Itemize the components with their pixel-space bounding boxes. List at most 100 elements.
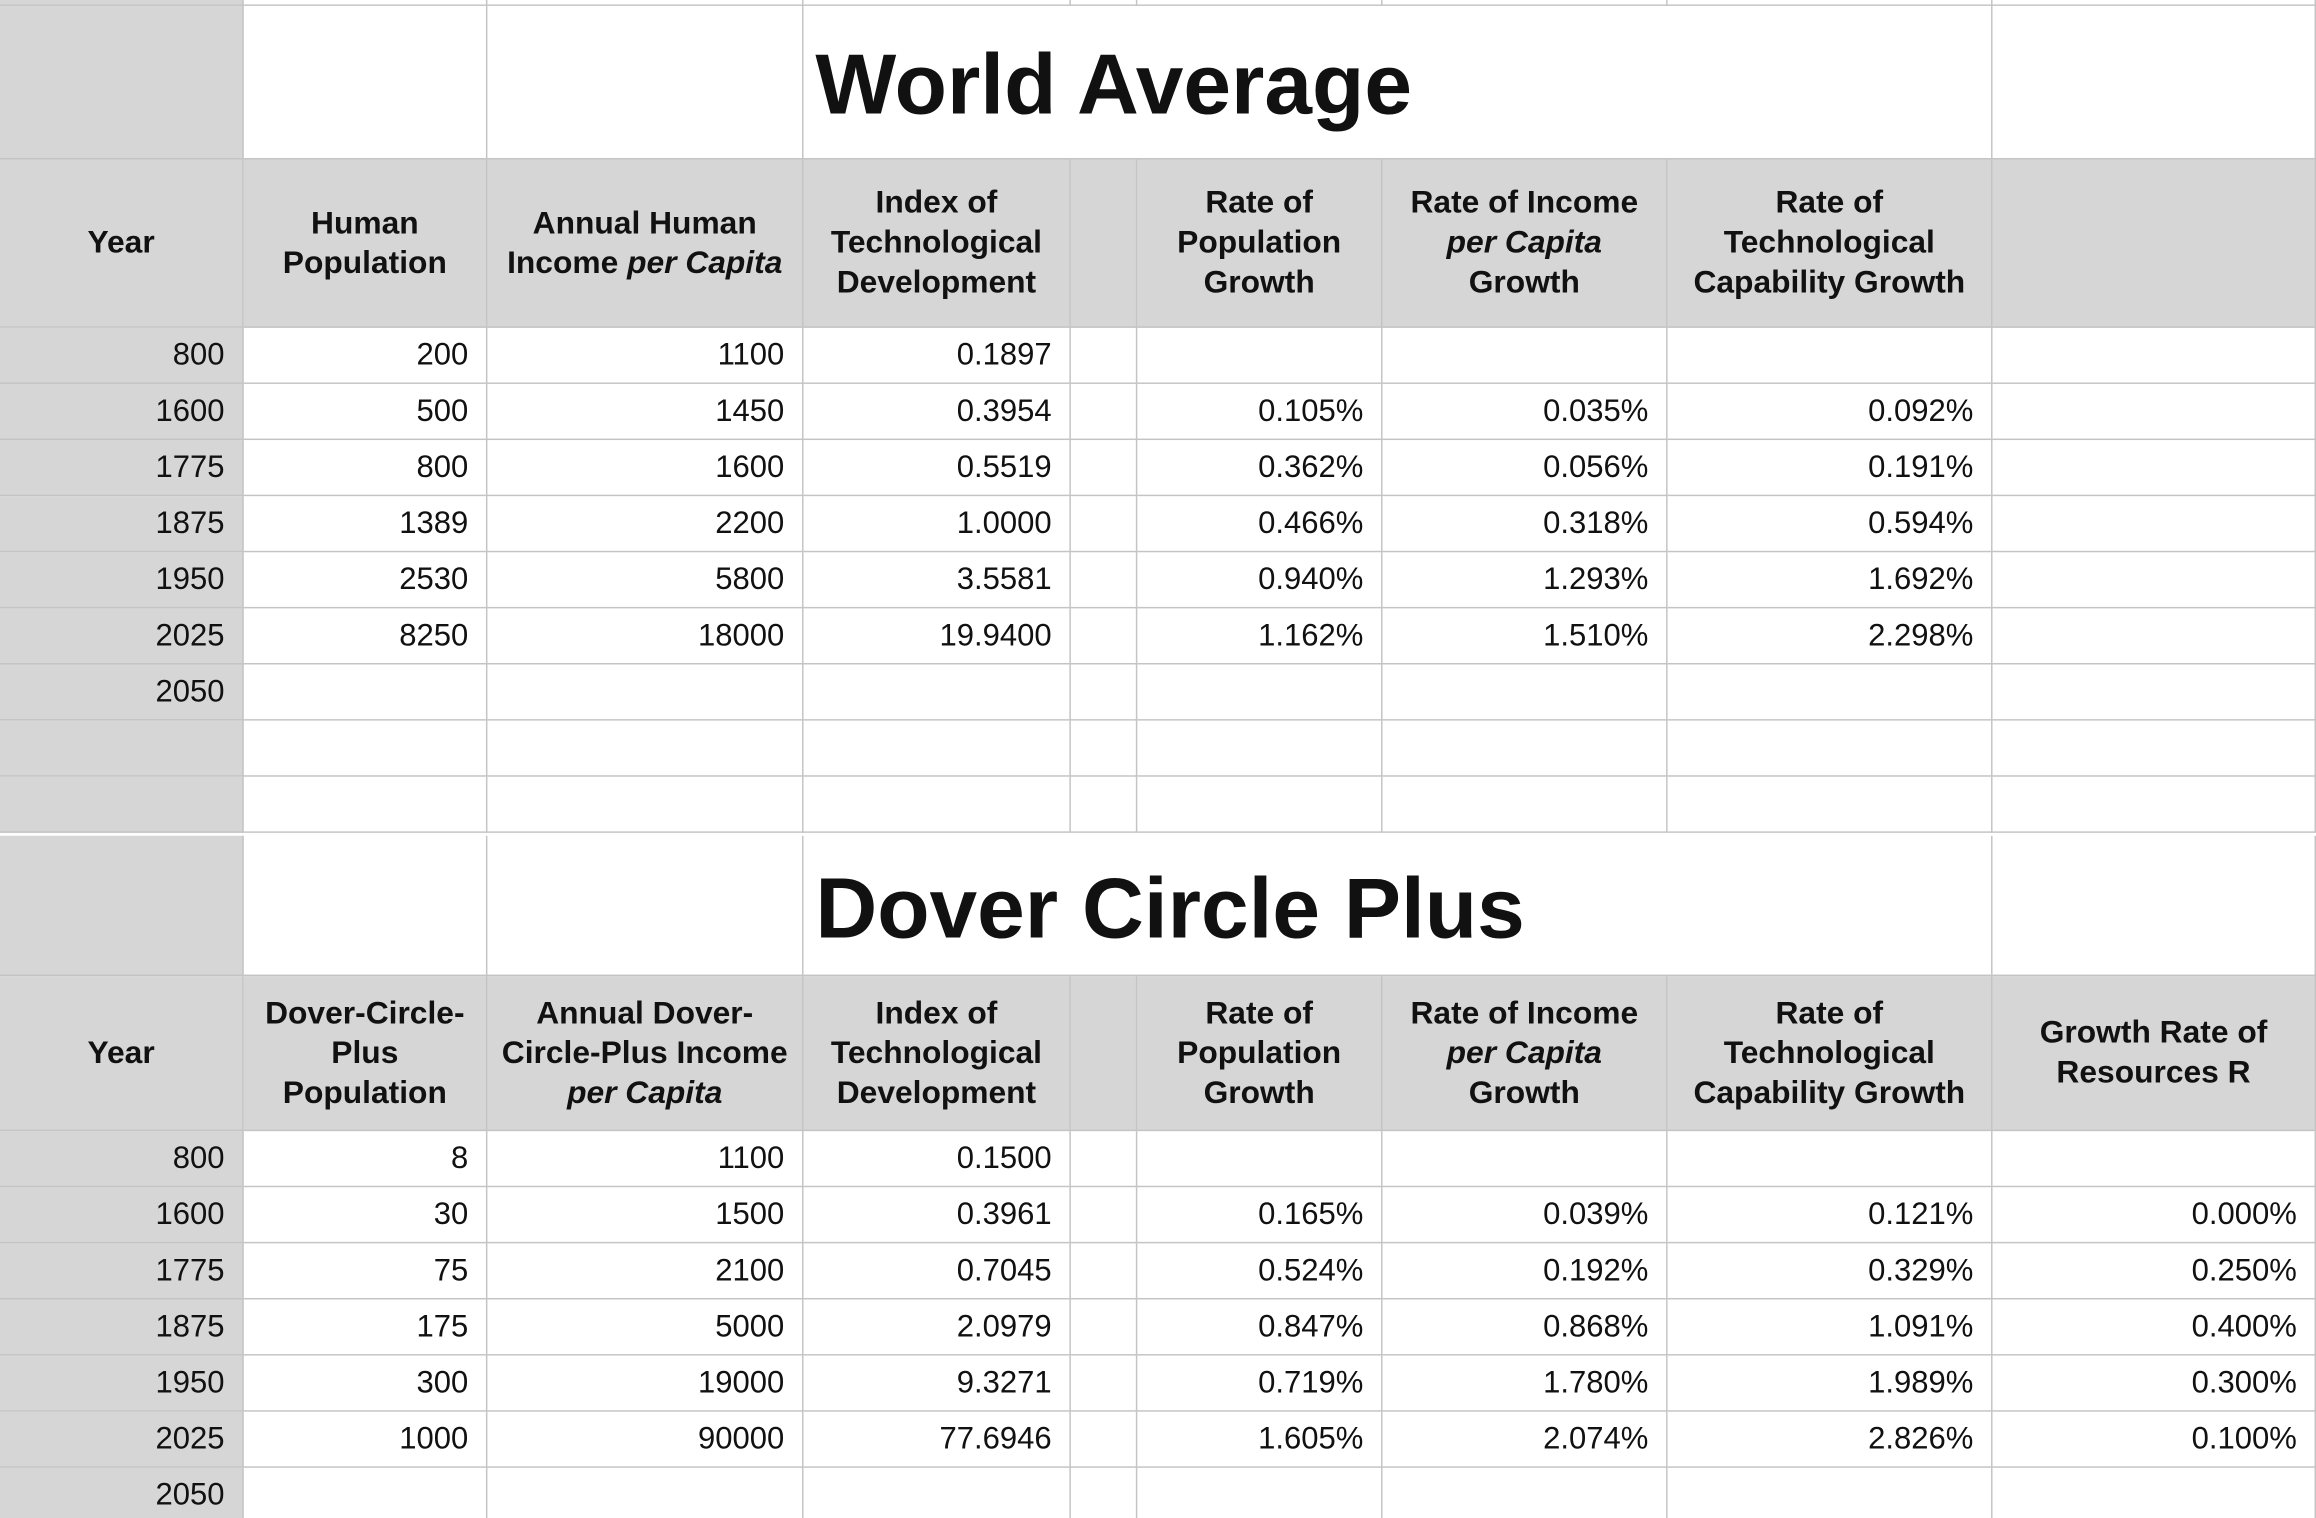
cell: 200: [243, 327, 488, 384]
header-segment: Rate of Income: [1410, 994, 1639, 1030]
cell: 5800: [487, 552, 804, 609]
header-text: Rate of Population Growth: [1146, 183, 1372, 303]
cell: 0.035%: [1382, 383, 1668, 441]
section-title: Dover Circle Plus: [803, 835, 1993, 977]
header-segment: Growth: [1468, 264, 1580, 300]
cell: 0.3961: [803, 1187, 1071, 1244]
cell: [487, 835, 804, 977]
cell: [1383, 1467, 1668, 1518]
column-header: Rate of Population Growth: [1137, 159, 1383, 328]
column-header: Human Population: [243, 159, 488, 328]
cell: 1.162%: [1137, 608, 1383, 665]
header-text: Annual Human Income per Capita: [496, 203, 793, 283]
cell: [1992, 327, 2316, 384]
cell: [1667, 327, 1993, 384]
header-text: Rate of Income per Capita Growth: [1391, 183, 1657, 303]
cell: 1450: [487, 383, 804, 441]
cell: 800: [243, 440, 488, 497]
cell: 18000: [487, 608, 804, 665]
header-text: Rate of Technological Capability Growth: [1676, 183, 1982, 303]
cell: [1382, 1131, 1668, 1188]
cell: 1.692%: [1667, 552, 1993, 609]
row-header: 2050: [0, 664, 244, 721]
cell: 77.6946: [803, 1411, 1071, 1468]
row-header: 2025: [0, 608, 244, 665]
cell: 90000: [487, 1411, 804, 1468]
cell: [0, 0, 244, 6]
column-header: Dover-Circle-Plus Population: [243, 976, 488, 1132]
cell: [1070, 1187, 1138, 1244]
cell: [1070, 496, 1138, 553]
cell: 0.3954: [803, 383, 1071, 441]
cell: 30: [243, 1187, 488, 1244]
cell: [0, 835, 244, 977]
cell: 0.192%: [1382, 1243, 1668, 1300]
column-header: Annual Dover-Circle-Plus Income per Capi…: [487, 976, 804, 1132]
cell: [1382, 664, 1668, 721]
row-header: 1950: [0, 1355, 244, 1412]
cell: 0.719%: [1137, 1355, 1383, 1412]
cell: [1667, 720, 1993, 777]
cell: 500: [243, 383, 488, 441]
cell: 5000: [487, 1299, 804, 1356]
cell: [803, 0, 1071, 6]
cell: [1137, 1131, 1383, 1188]
cell: [1992, 5, 2316, 160]
cell: 0.300%: [1992, 1355, 2316, 1412]
cell: 2530: [243, 552, 488, 609]
cell: 0.400%: [1992, 1299, 2316, 1356]
cell: 0.466%: [1137, 496, 1383, 553]
header-segment: Index of Technological Development: [830, 994, 1043, 1110]
header-text: Year: [88, 223, 155, 263]
cell: [1992, 552, 2316, 609]
cell: 0.1500: [803, 1131, 1071, 1188]
cell: 0.362%: [1137, 440, 1383, 497]
cell: 1.091%: [1667, 1299, 1993, 1356]
cell: [1070, 552, 1138, 609]
cell: 1389: [243, 496, 488, 553]
column-header: [1992, 159, 2316, 328]
cell: 0.5519: [803, 440, 1071, 497]
column-header: Rate of Population Growth: [1137, 976, 1383, 1132]
header-segment: per Capita: [1446, 224, 1602, 260]
row-header: 800: [0, 327, 244, 384]
header-text: Rate of Population Growth: [1146, 993, 1372, 1113]
cell: [803, 720, 1071, 777]
cell: 0.1897: [803, 327, 1071, 384]
column-header: Growth Rate of Resources R: [1992, 976, 2316, 1132]
row-header: 1600: [0, 1187, 244, 1244]
cell: 1.780%: [1382, 1355, 1668, 1412]
header-segment: Index of Technological Development: [830, 184, 1043, 300]
cell: 1.510%: [1382, 608, 1668, 665]
column-header: Rate of Technological Capability Growth: [1667, 159, 1993, 328]
cell: 1100: [487, 327, 804, 384]
row-header: 1775: [0, 440, 244, 497]
cell: [1137, 720, 1383, 777]
row-header: [0, 776, 244, 833]
column-header: Index of Technological Development: [803, 976, 1071, 1132]
cell: 0.7045: [803, 1243, 1071, 1300]
header-segment: Year: [87, 1034, 155, 1070]
cell: 2.074%: [1382, 1411, 1668, 1468]
cell: [1137, 776, 1383, 833]
row-header: 1875: [0, 496, 244, 553]
cell: 8: [243, 1131, 488, 1188]
row-header: 1950: [0, 552, 244, 609]
cell: 75: [243, 1243, 488, 1300]
cell: [487, 5, 804, 160]
cell: [1070, 1299, 1138, 1356]
cell: [804, 1467, 1071, 1518]
cell: [487, 1467, 804, 1518]
cell: [243, 720, 488, 777]
cell: [1382, 0, 1668, 6]
header-segment: Annual Dover-Circle-Plus Income: [501, 994, 788, 1070]
header-segment: per Capita: [627, 244, 783, 280]
header-segment: Dover-Circle-Plus Population: [265, 994, 465, 1110]
cell: 19.9400: [803, 608, 1071, 665]
cell: [1070, 383, 1138, 441]
cell: 19000: [487, 1355, 804, 1412]
header-segment: Rate of Technological Capability Growth: [1693, 184, 1966, 300]
cell: [803, 664, 1071, 721]
header-text: Year: [88, 1033, 155, 1073]
cell: [1992, 720, 2316, 777]
